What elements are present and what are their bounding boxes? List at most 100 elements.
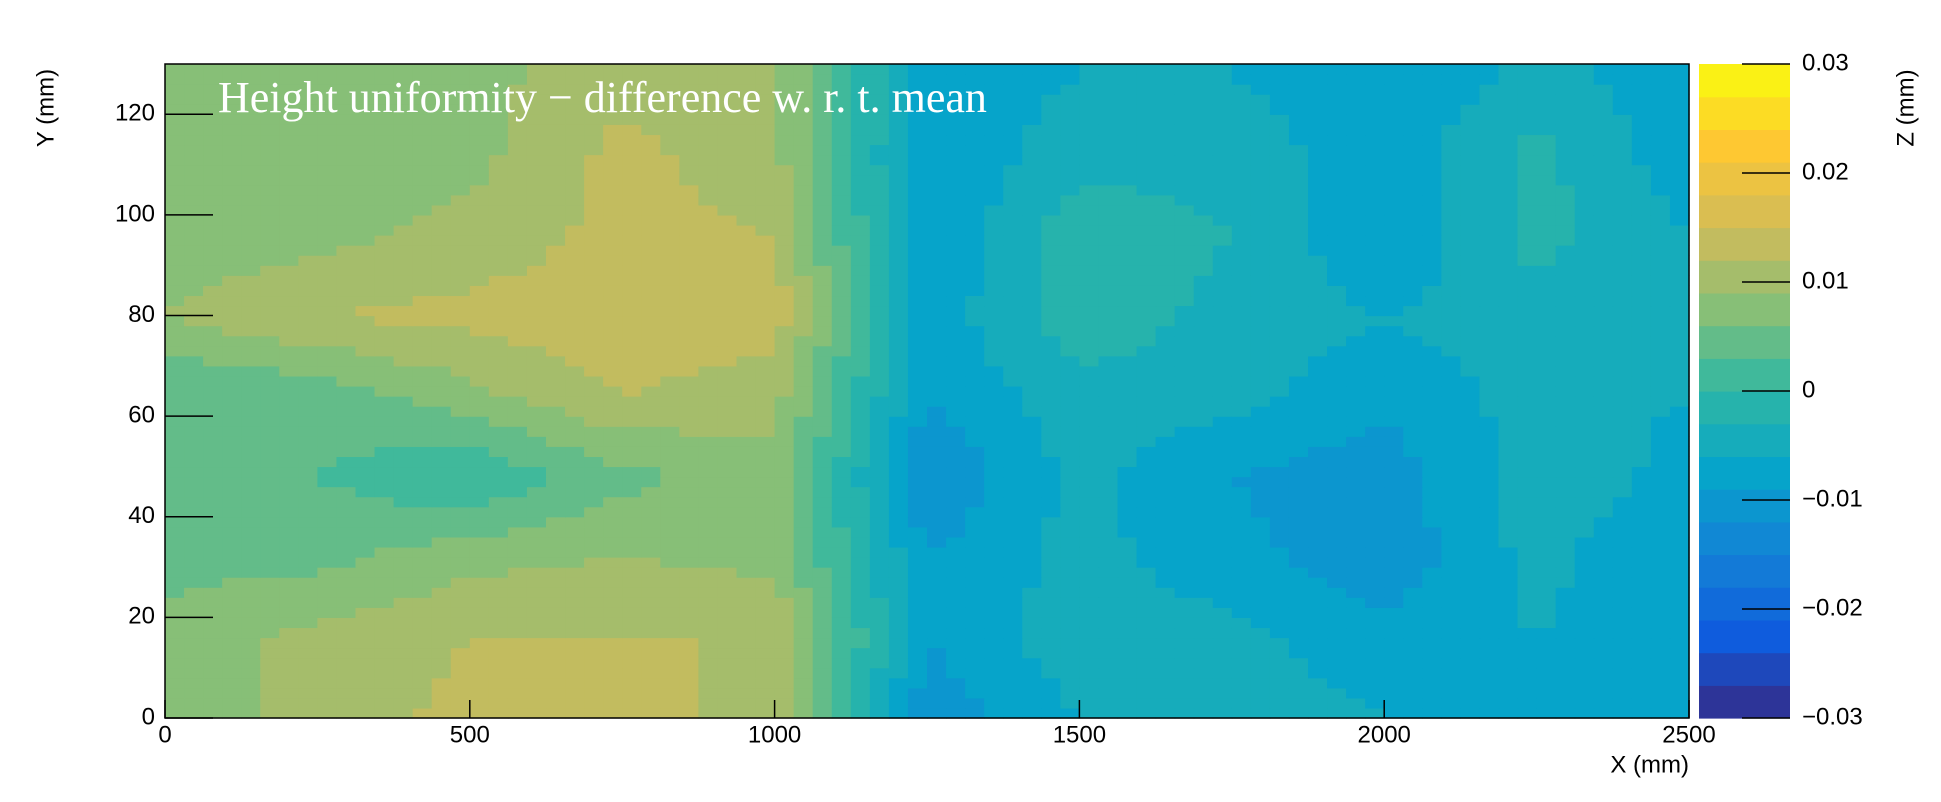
contour-cell bbox=[831, 235, 852, 246]
contour-cell bbox=[1669, 275, 1690, 286]
contour-cell bbox=[1155, 426, 1176, 437]
contour-cell bbox=[927, 687, 947, 699]
contour-cell bbox=[965, 657, 985, 669]
contour-cell bbox=[1136, 707, 1157, 719]
contour-cell bbox=[412, 355, 433, 367]
contour-cell bbox=[1555, 164, 1576, 176]
contour-cell bbox=[679, 164, 699, 176]
contour-cell bbox=[184, 647, 204, 659]
contour-cell bbox=[1650, 184, 1671, 196]
contour-cell bbox=[1231, 365, 1252, 377]
contour-cell bbox=[1174, 365, 1195, 377]
contour-cell bbox=[622, 456, 642, 468]
contour-cell bbox=[1193, 597, 1214, 608]
contour-cell bbox=[888, 597, 909, 608]
contour-cell bbox=[1117, 406, 1138, 417]
contour-cell bbox=[1136, 164, 1157, 176]
contour-cell bbox=[1250, 214, 1271, 226]
contour-cell bbox=[1327, 506, 1347, 518]
contour-cell bbox=[1555, 697, 1576, 709]
contour-cell bbox=[1041, 707, 1061, 719]
contour-cell bbox=[1098, 345, 1119, 357]
contour-cell bbox=[279, 597, 299, 608]
contour-cell bbox=[1555, 315, 1576, 327]
contour-cell bbox=[507, 134, 528, 146]
contour-cell bbox=[1003, 255, 1023, 266]
contour-cell bbox=[736, 406, 757, 417]
contour-cell bbox=[1384, 345, 1404, 357]
contour-cell bbox=[831, 104, 852, 115]
contour-cell bbox=[1136, 224, 1157, 236]
contour-cell bbox=[336, 114, 357, 125]
contour-cell bbox=[698, 697, 719, 709]
contour-cell bbox=[584, 617, 604, 629]
contour-cell bbox=[184, 325, 204, 337]
contour-cell bbox=[393, 335, 414, 347]
contour-cell bbox=[1631, 164, 1652, 176]
contour-cell bbox=[679, 436, 699, 447]
contour-cell bbox=[774, 557, 795, 568]
contour-cell bbox=[279, 426, 299, 437]
contour-cell bbox=[374, 607, 395, 618]
contour-cell bbox=[1022, 365, 1042, 377]
contour-cell bbox=[336, 315, 357, 327]
contour-cell bbox=[660, 104, 680, 115]
contour-cell bbox=[1650, 214, 1671, 226]
contour-cell bbox=[1422, 546, 1442, 558]
contour-cell bbox=[165, 617, 185, 629]
contour-cell bbox=[1136, 325, 1157, 337]
contour-cell bbox=[660, 315, 680, 327]
contour-cell bbox=[469, 235, 490, 246]
contour-cell bbox=[1193, 214, 1214, 226]
contour-cell bbox=[1555, 265, 1576, 276]
contour-cell bbox=[1593, 536, 1614, 548]
contour-cell bbox=[1593, 375, 1614, 387]
contour-cell bbox=[241, 204, 261, 216]
contour-cell bbox=[469, 375, 490, 387]
contour-cell bbox=[1327, 476, 1347, 488]
contour-cell bbox=[507, 94, 528, 105]
contour-cell bbox=[260, 94, 280, 105]
contour-cell bbox=[241, 557, 261, 568]
contour-cell bbox=[1022, 285, 1042, 297]
contour-cell bbox=[431, 516, 452, 528]
contour-cell bbox=[1536, 385, 1557, 397]
contour-cell bbox=[1593, 546, 1614, 558]
contour-cell bbox=[1117, 416, 1138, 427]
contour-cell bbox=[1403, 486, 1423, 498]
contour-cell bbox=[1631, 154, 1652, 166]
contour-cell bbox=[907, 194, 928, 206]
contour-cell bbox=[888, 496, 909, 508]
contour-cell bbox=[946, 74, 966, 85]
contour-cell bbox=[1441, 325, 1461, 337]
contour-cell bbox=[1517, 657, 1538, 669]
contour-cell bbox=[260, 647, 280, 659]
contour-cell bbox=[565, 486, 585, 498]
contour-cell bbox=[793, 214, 814, 226]
contour-cell bbox=[1288, 255, 1309, 266]
contour-cell bbox=[1327, 607, 1347, 618]
contour-cell bbox=[717, 426, 738, 437]
contour-cell bbox=[1174, 74, 1195, 85]
contour-cell bbox=[831, 385, 852, 397]
contour-cell bbox=[1346, 496, 1366, 508]
contour-cell bbox=[546, 557, 566, 568]
contour-cell bbox=[736, 245, 757, 256]
contour-cell bbox=[1174, 657, 1195, 669]
contour-cell bbox=[698, 506, 719, 518]
contour-cell bbox=[1003, 617, 1023, 629]
contour-cell bbox=[946, 154, 966, 166]
contour-cell bbox=[469, 587, 490, 598]
contour-cell bbox=[450, 526, 471, 538]
contour-cell bbox=[1498, 426, 1519, 437]
contour-cell bbox=[1479, 707, 1500, 719]
contour-cell bbox=[1079, 516, 1100, 528]
contour-cell bbox=[279, 204, 299, 216]
contour-cell bbox=[755, 265, 776, 276]
contour-cell bbox=[1308, 174, 1328, 186]
contour-cell bbox=[831, 426, 852, 437]
contour-cell bbox=[1174, 194, 1195, 206]
contour-cell bbox=[317, 526, 338, 538]
contour-cell bbox=[203, 587, 223, 598]
contour-cell bbox=[1517, 486, 1538, 498]
